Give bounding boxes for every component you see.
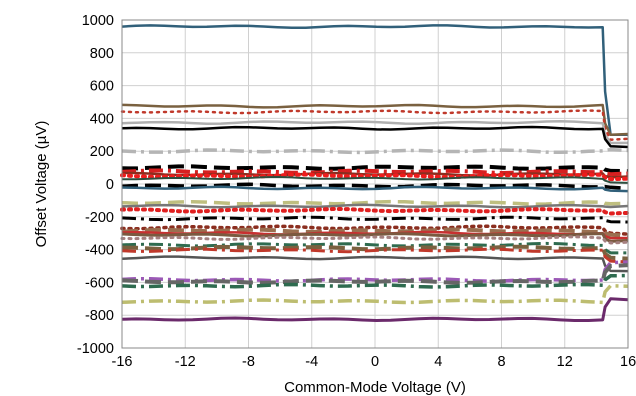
y-tick-label: 1000 — [82, 13, 114, 29]
series-line — [121, 232, 629, 243]
series-line — [121, 227, 629, 238]
plot-area-frame — [121, 19, 629, 349]
x-tick-label: -16 — [112, 354, 133, 370]
series-line — [121, 241, 628, 255]
x-tick-label: 12 — [557, 354, 573, 370]
y-tick-label: -1000 — [77, 341, 114, 357]
series-line — [121, 199, 629, 206]
x-tick-label: -8 — [242, 354, 255, 370]
series-line — [120, 207, 630, 216]
y-tick-label: 600 — [90, 79, 114, 95]
series-line — [120, 109, 630, 141]
x-tick-label: -12 — [175, 354, 196, 370]
series-line — [121, 263, 629, 285]
series-line — [121, 283, 629, 305]
series-line — [121, 247, 629, 264]
x-tick-label: 0 — [371, 354, 379, 370]
y-tick-labels: 1000 800 600 400 200 0 -200 -400 -600 -800 -1000 — [77, 13, 114, 357]
series-line — [121, 244, 629, 261]
series-line — [121, 260, 629, 283]
x-axis-title: Common-Mode Voltage (V) — [284, 379, 466, 396]
y-tick-label: -600 — [85, 275, 114, 291]
series-line — [121, 273, 629, 289]
y-tick-label: 400 — [90, 111, 114, 127]
series-line — [121, 119, 629, 145]
series-line — [121, 24, 628, 137]
series-line — [121, 164, 629, 174]
series-line — [121, 168, 629, 177]
y-tick-label: 0 — [106, 177, 114, 193]
x-tick-label: 8 — [497, 354, 505, 370]
x-tick-labels: -16 -12 -8 -4 0 4 8 12 16 — [112, 354, 636, 370]
series-line — [121, 125, 629, 149]
x-tick-label: -4 — [305, 354, 318, 370]
series-line — [121, 203, 629, 209]
y-tick-label: -800 — [85, 308, 114, 324]
series-line — [122, 176, 629, 184]
series-line — [121, 182, 629, 191]
y-tick-label: 800 — [90, 46, 114, 62]
series-line — [121, 255, 629, 273]
series-line — [121, 103, 629, 137]
series-line — [121, 147, 629, 155]
series-line — [121, 185, 629, 193]
y-tick-label: 200 — [90, 144, 114, 160]
series-line — [120, 172, 630, 182]
series-line — [120, 235, 630, 245]
x-tick-label: 16 — [620, 354, 636, 370]
series-line — [121, 215, 629, 224]
y-tick-label: -200 — [85, 210, 114, 226]
series-line — [120, 224, 630, 236]
series-line — [121, 297, 629, 322]
y-axis-title: Offset Voltage (µV) — [33, 121, 50, 248]
x-tick-label: 4 — [434, 354, 442, 370]
series-lines — [120, 24, 630, 322]
y-tick-label: -400 — [85, 243, 114, 259]
